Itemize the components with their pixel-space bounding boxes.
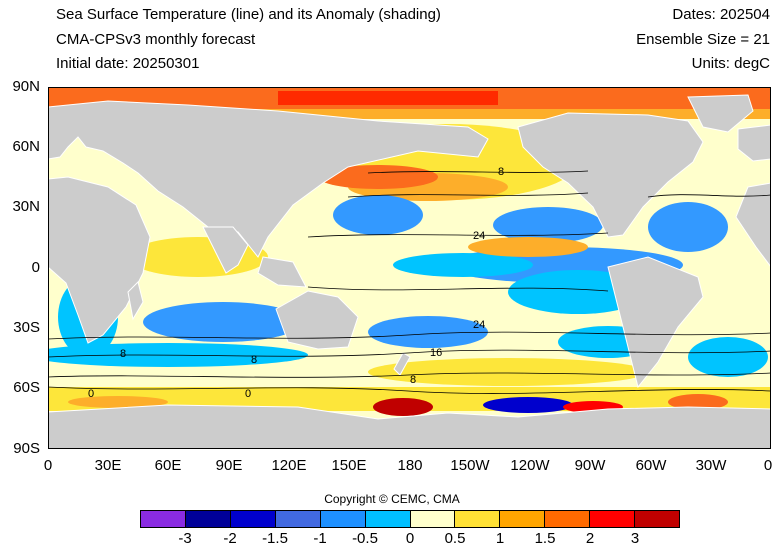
colorbar-swatch — [185, 511, 231, 527]
contour-line — [48, 349, 771, 358]
contour-label: 8 — [120, 348, 126, 360]
colorbar-swatch — [635, 511, 680, 527]
lon-label: 30E — [94, 457, 122, 474]
landmass-madagascar — [127, 281, 144, 321]
lon-label: 150E — [331, 457, 367, 474]
colorbar-swatch — [410, 511, 456, 527]
landmass-southeast-asia — [257, 256, 307, 288]
contour-label: 24 — [473, 319, 485, 331]
contour-line — [307, 286, 609, 292]
land-masses — [48, 94, 771, 449]
lon-label: 60E — [154, 457, 182, 474]
colorbar-label: -1.5 — [262, 530, 288, 547]
colorbar-label: 2 — [585, 530, 595, 547]
lon-label: 0 — [43, 457, 53, 474]
lon-label: 180 — [397, 457, 423, 474]
contour-line — [48, 386, 771, 394]
colorbar-swatch — [590, 511, 636, 527]
contour-label: 24 — [473, 230, 485, 242]
colorbar-swatch — [230, 511, 276, 527]
colorbar-swatch — [275, 511, 321, 527]
contour-label: 0 — [88, 388, 94, 400]
landmass-eurasia — [48, 100, 489, 258]
contour-line — [647, 194, 771, 198]
map-frame — [48, 87, 771, 449]
lon-label: 30W — [695, 457, 727, 474]
units-label: Units: degC — [691, 55, 770, 72]
colorbar-label: 0 — [405, 530, 415, 547]
contour-label: 8 — [410, 374, 416, 386]
contour-line — [347, 192, 589, 198]
contour-line — [48, 331, 771, 340]
sst-anomaly-map: 8 24 24 16 8 8 0 0 8 — [48, 87, 771, 449]
lat-label: 60S — [13, 379, 40, 396]
landmass-australia — [275, 290, 359, 350]
contour-line — [48, 372, 771, 378]
colorbar-swatch — [141, 511, 186, 527]
colorbar-swatch — [545, 511, 591, 527]
initial-date: Initial date: 20250301 — [56, 55, 200, 72]
contour-label: 16 — [430, 347, 442, 359]
landmass-greenland — [687, 94, 754, 133]
landmass-south-america — [607, 256, 704, 389]
sst-contours — [48, 170, 771, 394]
landmass-europe-west — [737, 124, 771, 162]
model-name: CMA-CPSv3 monthly forecast — [56, 31, 256, 48]
contour-label: 8 — [251, 354, 257, 366]
colorbar-swatch — [365, 511, 411, 527]
colorbar-label: 1 — [495, 530, 505, 547]
lon-label: 90E — [215, 457, 243, 474]
lon-label: 150W — [450, 457, 490, 474]
landmass-india — [202, 226, 249, 274]
lon-label: 120E — [271, 457, 307, 474]
lat-label: 90N — [12, 78, 40, 95]
landmass-africa — [48, 176, 151, 344]
contour-label: 0 — [245, 388, 251, 400]
lat-label: 30S — [13, 319, 40, 336]
colorbar-label: -1 — [313, 530, 327, 547]
lat-label: 30N — [12, 198, 40, 215]
colorbar-label: -0.5 — [352, 530, 378, 547]
lon-label: 90W — [574, 457, 606, 474]
colorbar-swatch — [455, 511, 501, 527]
colorbar — [140, 510, 680, 528]
colorbar-swatch — [500, 511, 546, 527]
contour-label: 8 — [498, 166, 504, 178]
colorbar-label: 1.5 — [534, 530, 556, 547]
lon-label: 120W — [510, 457, 550, 474]
lon-label: 0 — [763, 457, 773, 474]
ensemble-size: Ensemble Size = 21 — [636, 31, 770, 48]
colorbar-label: -3 — [178, 530, 192, 547]
lat-label: 90S — [13, 440, 40, 457]
landmass-antarctica — [48, 404, 771, 449]
lat-label: 0 — [31, 259, 40, 276]
colorbar-label: 0.5 — [444, 530, 466, 547]
lat-label: 60N — [12, 138, 40, 155]
landmass-africa-west — [735, 182, 771, 268]
colorbar-swatch — [320, 511, 366, 527]
forecast-dates: Dates: 202504 — [672, 6, 770, 23]
contour-line — [367, 170, 589, 174]
map-title: Sea Surface Temperature (line) and its A… — [56, 6, 441, 23]
contour-line — [307, 232, 609, 238]
contour-labels: 8 24 24 16 8 8 0 0 8 — [88, 166, 504, 400]
colorbar-label: -2 — [223, 530, 237, 547]
copyright-notice: Copyright © CEMC, CMA — [324, 492, 460, 506]
lon-label: 60W — [635, 457, 667, 474]
colorbar-label: 3 — [630, 530, 640, 547]
